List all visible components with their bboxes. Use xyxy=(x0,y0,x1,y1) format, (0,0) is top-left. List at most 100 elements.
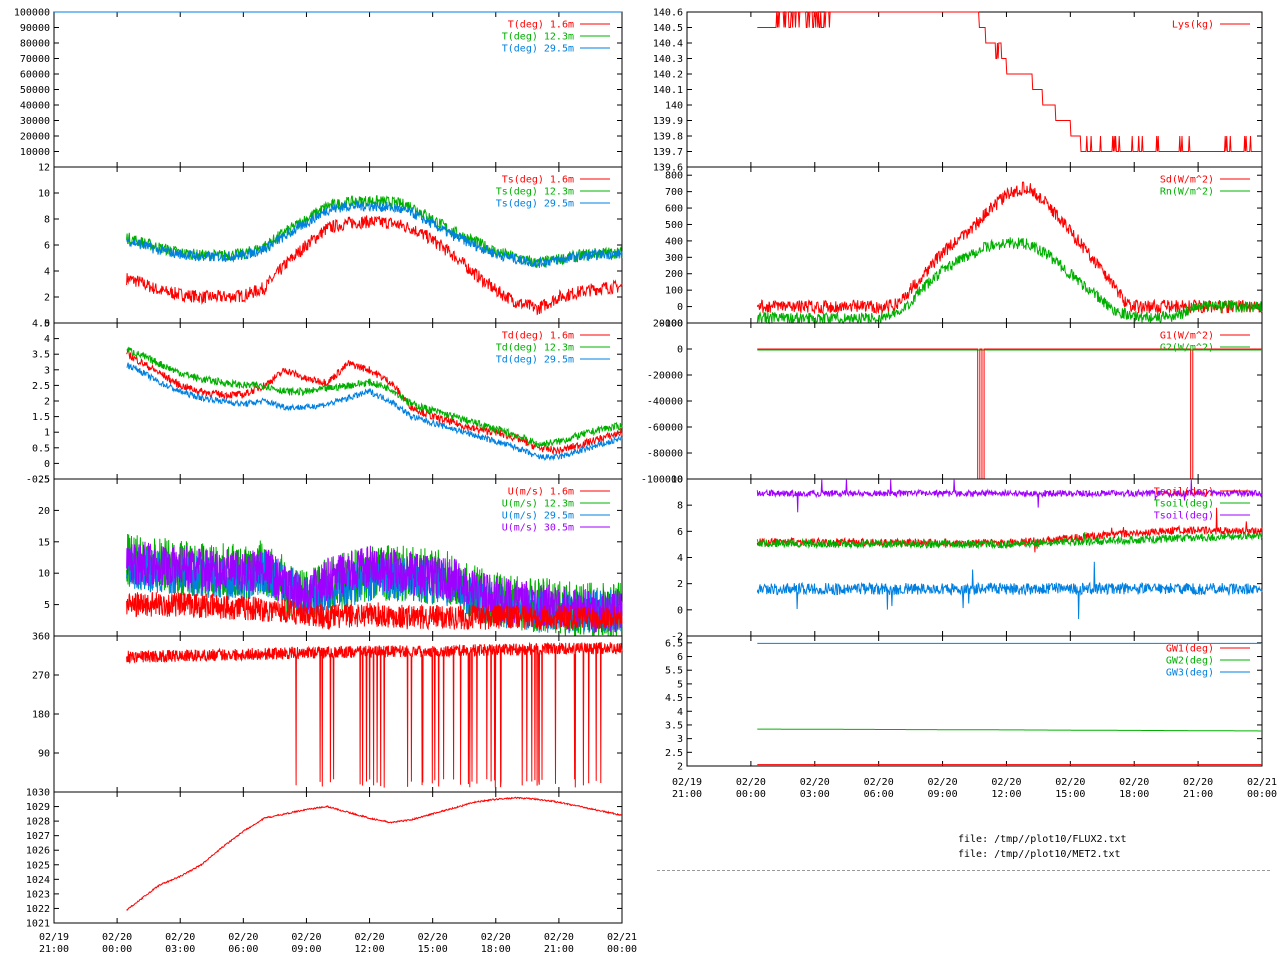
ytick-label-Td-10: 4.5 xyxy=(32,319,50,330)
ytick-label-T-2: 30000 xyxy=(20,116,50,127)
ytick-label-T-3: 40000 xyxy=(20,101,50,112)
ytick-label-Sd-1: 0 xyxy=(677,302,683,313)
time-label-time-l-0: 21:00 xyxy=(39,944,69,955)
ytick-label-Sd-4: 300 xyxy=(665,253,683,264)
ytick-label-Sd-5: 400 xyxy=(665,236,683,247)
ytick-label-G-6: 20000 xyxy=(653,319,683,330)
ytick-label-T-1: 20000 xyxy=(20,132,50,143)
legend-label-U-1: U(m/s) 12.3m xyxy=(502,499,574,510)
ytick-label-U-4: 25 xyxy=(38,475,50,486)
series-Ts-2 xyxy=(126,200,623,269)
footer-file-met: file: /tmp//plot10/MET2.txt xyxy=(958,849,1121,860)
ytick-label-Td-7: 3 xyxy=(44,365,50,376)
legend-label-Ts-0: Ts(deg) 1.6m xyxy=(502,175,574,186)
legend-label-Ts-1: Ts(deg) 12.3m xyxy=(496,187,574,198)
ytick-label-Td-1: 0 xyxy=(44,459,50,470)
legend-label-T-1: T(deg) 12.3m xyxy=(502,32,574,43)
legend-label-Lys-0: Lys(kg) xyxy=(1172,20,1214,31)
ytick-label-U-3: 20 xyxy=(38,506,50,517)
ytick-label-P-1: 1022 xyxy=(26,904,50,915)
ytick-label-Sd-6: 500 xyxy=(665,220,683,231)
ytick-label-Tsoil-2: 2 xyxy=(677,579,683,590)
time-label-date-l-8: 02/20 xyxy=(544,932,574,943)
legend-label-Td-1: Td(deg) 12.3m xyxy=(496,343,574,354)
ytick-label-G-1: -80000 xyxy=(647,449,683,460)
ytick-label-Lys-3: 139.9 xyxy=(653,116,683,127)
ytick-label-T-9: 100000 xyxy=(14,8,50,19)
series-G-0 xyxy=(757,348,1262,480)
ytick-label-Td-9: 4 xyxy=(44,334,50,345)
ytick-label-GW-3: 3.5 xyxy=(665,720,683,731)
ytick-label-Ts-5: 10 xyxy=(38,189,50,200)
ytick-label-T-5: 60000 xyxy=(20,70,50,81)
ytick-label-Tsoil-3: 4 xyxy=(677,553,683,564)
ytick-label-P-0: 1021 xyxy=(26,919,50,930)
ytick-label-G-4: -20000 xyxy=(647,371,683,382)
time-label-time-r-4: 09:00 xyxy=(928,789,958,800)
series-U-3 xyxy=(126,592,623,631)
ytick-label-GW-7: 5.5 xyxy=(665,666,683,677)
time-label-date-l-5: 02/20 xyxy=(355,932,385,943)
time-label-time-r-2: 03:00 xyxy=(800,789,830,800)
time-label-date-r-2: 02/20 xyxy=(800,777,830,788)
time-label-date-l-1: 02/20 xyxy=(102,932,132,943)
ytick-label-Lys-2: 139.8 xyxy=(653,132,683,143)
ytick-label-Ts-0: 0 xyxy=(44,319,50,330)
ytick-label-GW-4: 4 xyxy=(677,707,683,718)
time-label-date-l-9: 02/21 xyxy=(607,932,637,943)
ytick-label-Ts-2: 4 xyxy=(44,267,50,278)
ytick-label-Lys-4: 140 xyxy=(665,101,683,112)
time-label-date-l-0: 02/19 xyxy=(39,932,69,943)
ytick-label-Tsoil-5: 8 xyxy=(677,501,683,512)
ytick-label-GW-1: 2.5 xyxy=(665,748,683,759)
ytick-label-GW-9: 6.5 xyxy=(665,638,683,649)
series-Tsoil-2 xyxy=(756,531,1263,550)
time-label-time-l-4: 09:00 xyxy=(291,944,321,955)
footer-file-flux: file: /tmp//plot10/FLUX2.txt xyxy=(958,834,1127,845)
time-label-date-r-6: 02/20 xyxy=(1055,777,1085,788)
ytick-label-Sd-8: 700 xyxy=(665,187,683,198)
panel-frame-Lys xyxy=(686,11,1263,168)
legend-label-U-2: U(m/s) 29.5m xyxy=(502,511,574,522)
panel-frame-GW xyxy=(686,635,1263,767)
ytick-label-Td-6: 2.5 xyxy=(32,381,50,392)
ytick-label-GW-2: 3 xyxy=(677,734,683,745)
series-P-0 xyxy=(126,796,622,912)
time-label-time-l-2: 03:00 xyxy=(165,944,195,955)
ytick-label-U-0: 5 xyxy=(44,600,50,611)
legend-label-G-0: G1(W/m^2) xyxy=(1160,331,1214,342)
ytick-label-P-6: 1027 xyxy=(26,831,50,842)
ytick-label-D-0: 90 xyxy=(38,749,50,760)
legend-label-GW-1: GW2(deg) xyxy=(1166,656,1214,667)
series-Tsoil-0 xyxy=(756,478,1263,513)
series-U-2 xyxy=(126,541,623,634)
ytick-label-T-0: 10000 xyxy=(20,147,50,158)
ytick-label-P-4: 1025 xyxy=(26,860,50,871)
time-label-date-r-5: 02/20 xyxy=(991,777,1021,788)
time-label-date-r-0: 02/19 xyxy=(672,777,702,788)
time-label-time-r-0: 21:00 xyxy=(672,789,702,800)
time-label-time-r-3: 06:00 xyxy=(864,789,894,800)
time-label-date-l-2: 02/20 xyxy=(165,932,195,943)
ytick-label-Sd-9: 800 xyxy=(665,171,683,182)
ytick-label-P-2: 1023 xyxy=(26,889,50,900)
series-Td-0 xyxy=(126,349,623,456)
time-label-date-r-1: 02/20 xyxy=(736,777,766,788)
ytick-label-D-3: 360 xyxy=(32,632,50,643)
separator-dashed xyxy=(657,870,1270,871)
time-label-date-l-4: 02/20 xyxy=(291,932,321,943)
ytick-label-GW-8: 6 xyxy=(677,652,683,663)
legend-label-Sd-1: Rn(W/m^2) xyxy=(1160,187,1214,198)
ytick-label-G-2: -60000 xyxy=(647,423,683,434)
series-Sd-1 xyxy=(756,237,1263,325)
legend-label-U-0: U(m/s) 1.6m xyxy=(508,487,574,498)
time-label-time-l-3: 06:00 xyxy=(228,944,258,955)
ytick-label-Sd-3: 200 xyxy=(665,269,683,280)
panel-frame-P xyxy=(53,791,623,924)
ytick-label-Lys-10: 140.6 xyxy=(653,8,683,19)
ytick-label-Lys-1: 139.7 xyxy=(653,147,683,158)
ytick-label-Ts-1: 2 xyxy=(44,293,50,304)
ytick-label-D-2: 270 xyxy=(32,671,50,682)
legend-label-Ts-2: Ts(deg) 29.5m xyxy=(496,199,574,210)
ytick-label-Ts-4: 8 xyxy=(44,215,50,226)
